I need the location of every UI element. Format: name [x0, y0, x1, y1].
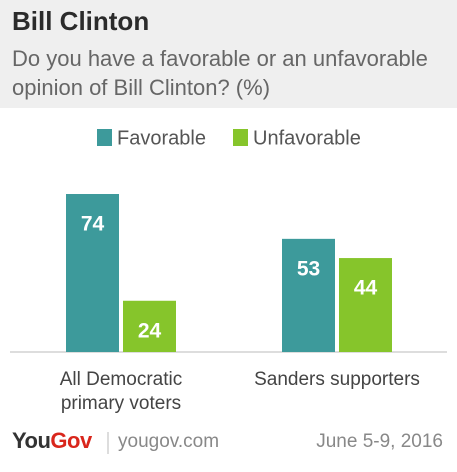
brand-logo: YouGov [12, 428, 92, 454]
brand-first: You [12, 428, 51, 453]
chart-subtitle: Do you have a favorable or an unfavorabl… [12, 46, 428, 100]
chart-title: Bill Clinton [12, 6, 150, 36]
value-label: 44 [354, 277, 378, 300]
site-url: yougov.com [118, 431, 220, 452]
value-label: 53 [297, 257, 320, 280]
legend-label: Unfavorable [253, 127, 361, 149]
bar [339, 258, 392, 352]
value-label: 24 [138, 319, 162, 342]
survey-date: June 5-9, 2016 [316, 431, 443, 452]
x-tick-label: Sanders supporters [254, 369, 420, 390]
bar [66, 194, 119, 352]
x-tick-label: All Democratic primary voters [59, 369, 183, 414]
brand-second: Gov [50, 428, 92, 453]
header-band [0, 0, 457, 108]
legend-label: Favorable [117, 127, 206, 149]
bar [123, 300, 176, 352]
bar [282, 238, 335, 352]
legend-swatch [97, 129, 112, 146]
legend-swatch [233, 129, 248, 146]
value-label: 74 [81, 213, 105, 236]
